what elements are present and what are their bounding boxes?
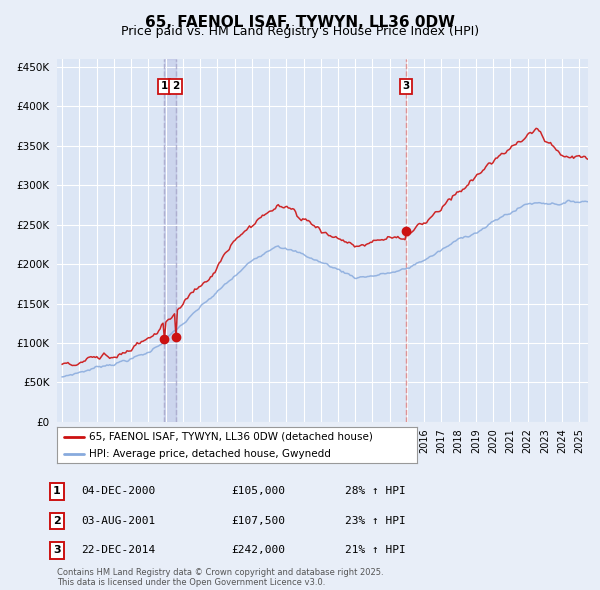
- Text: 3: 3: [53, 546, 61, 555]
- Text: 03-AUG-2001: 03-AUG-2001: [81, 516, 155, 526]
- Text: £242,000: £242,000: [231, 546, 285, 555]
- Text: Contains HM Land Registry data © Crown copyright and database right 2025.
This d: Contains HM Land Registry data © Crown c…: [57, 568, 383, 587]
- Text: 21% ↑ HPI: 21% ↑ HPI: [345, 546, 406, 555]
- Text: 2: 2: [172, 81, 179, 91]
- Text: £107,500: £107,500: [231, 516, 285, 526]
- Text: 28% ↑ HPI: 28% ↑ HPI: [345, 487, 406, 496]
- Text: Price paid vs. HM Land Registry's House Price Index (HPI): Price paid vs. HM Land Registry's House …: [121, 25, 479, 38]
- Bar: [164, 59, 176, 422]
- Text: 23% ↑ HPI: 23% ↑ HPI: [345, 516, 406, 526]
- Text: 65, FAENOL ISAF, TYWYN, LL36 0DW: 65, FAENOL ISAF, TYWYN, LL36 0DW: [145, 15, 455, 30]
- Text: 65, FAENOL ISAF, TYWYN, LL36 0DW (detached house): 65, FAENOL ISAF, TYWYN, LL36 0DW (detach…: [89, 432, 373, 442]
- Text: 1: 1: [53, 487, 61, 496]
- Text: HPI: Average price, detached house, Gwynedd: HPI: Average price, detached house, Gwyn…: [89, 448, 331, 458]
- Text: 3: 3: [403, 81, 410, 91]
- Text: £105,000: £105,000: [231, 487, 285, 496]
- Text: 04-DEC-2000: 04-DEC-2000: [81, 487, 155, 496]
- Bar: [406, 59, 407, 422]
- Text: 22-DEC-2014: 22-DEC-2014: [81, 546, 155, 555]
- Text: 1: 1: [161, 81, 168, 91]
- Text: 2: 2: [53, 516, 61, 526]
